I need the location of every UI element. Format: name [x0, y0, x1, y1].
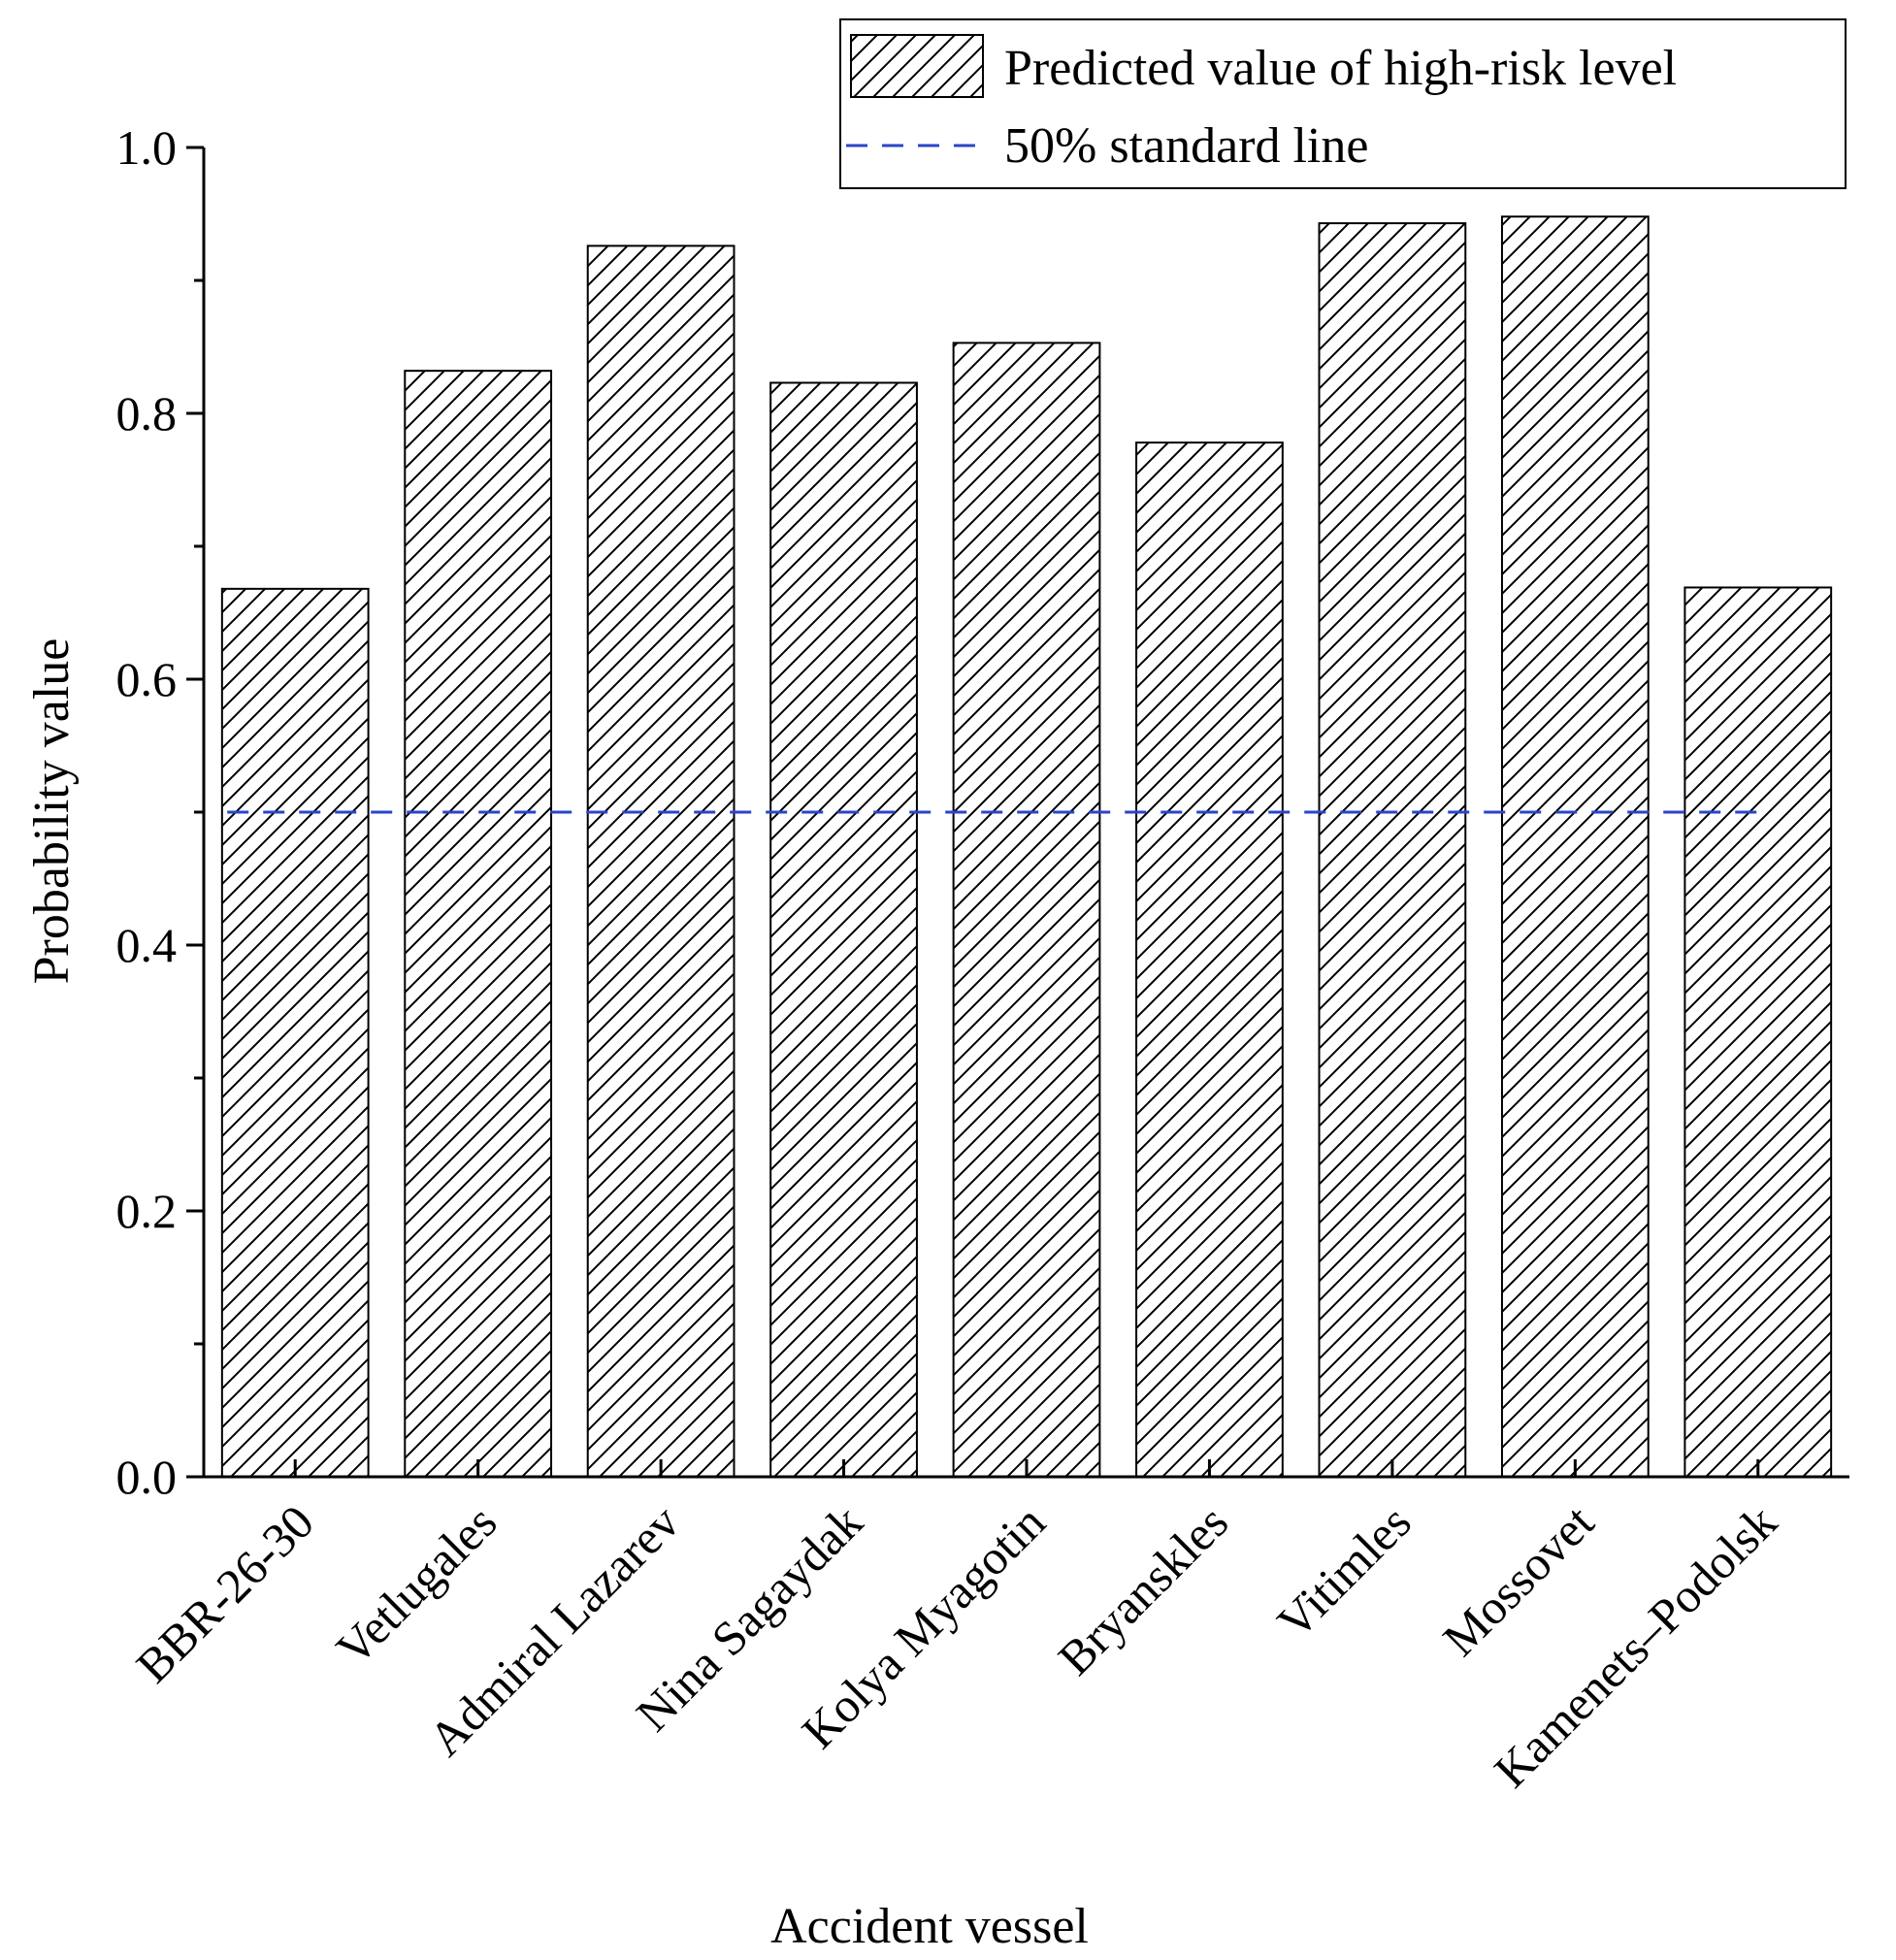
bar [952, 342, 1101, 1478]
bar [1318, 222, 1467, 1479]
legend-swatch-hatch [850, 34, 984, 98]
y-tick-label: 0.0 [116, 1450, 178, 1504]
x-axis-title: Accident vessel [770, 1899, 1089, 1954]
bar [220, 587, 370, 1478]
bar [769, 381, 918, 1478]
legend-label-standard-line: 50% standard line [1004, 118, 1368, 174]
bar [1500, 215, 1650, 1479]
legend: Predicted value of high-risk level 50% s… [839, 18, 1847, 189]
x-category-label: Vitimles [1266, 1494, 1421, 1649]
legend-label-predicted: Predicted value of high-risk level [1004, 41, 1677, 96]
x-category-label: Bryanskles [1048, 1494, 1239, 1685]
bar [404, 370, 553, 1478]
y-tick-label: 0.4 [116, 918, 178, 972]
x-category-label: Vetlugales [326, 1494, 507, 1676]
y-tick-label: 0.6 [116, 652, 178, 706]
bar [586, 245, 736, 1478]
y-tick-label: 0.2 [116, 1184, 178, 1238]
legend-frame [839, 18, 1847, 189]
x-category-label: BBR-26-30 [125, 1494, 324, 1693]
bar [1684, 586, 1833, 1478]
x-category-label: Mossovet [1432, 1494, 1604, 1666]
y-tick-label: 1.0 [116, 120, 178, 175]
y-axis-title: Probability value [24, 638, 80, 985]
bar [1135, 441, 1284, 1478]
bars-layer [220, 215, 1833, 1479]
y-ticks: 0.0 0.2 0.4 0.6 0.8 1.0 [116, 120, 204, 1504]
y-tick-label: 0.8 [116, 386, 178, 441]
